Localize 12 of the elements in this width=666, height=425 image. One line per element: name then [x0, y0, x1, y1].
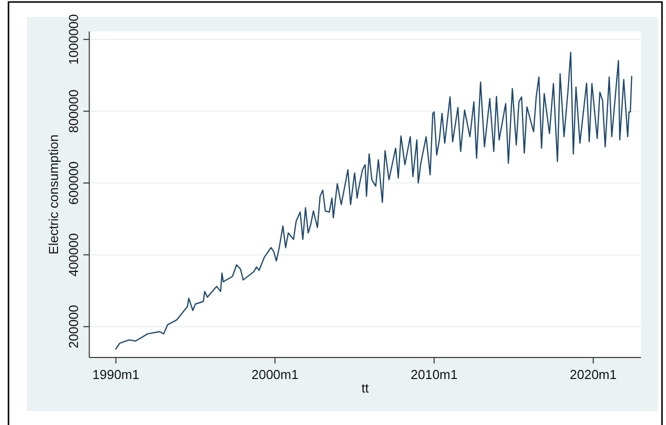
- y-tick-label: 600000: [66, 161, 81, 205]
- x-tick-label: 2020m1: [570, 367, 617, 382]
- x-tick-label: 2000m1: [251, 367, 298, 382]
- x-tick-label: 1990m1: [92, 367, 140, 382]
- line-series: [115, 52, 632, 350]
- y-axis-title: Electric consumption: [46, 134, 61, 254]
- y-tick-label: 800000: [66, 90, 81, 133]
- y-tick-label: 1000000: [66, 14, 81, 65]
- y-tick-label: 400000: [66, 233, 81, 277]
- y-tick-label: 200000: [66, 304, 81, 348]
- x-tick-label: 2010m1: [410, 367, 458, 382]
- x-axis-title: tt: [362, 380, 370, 396]
